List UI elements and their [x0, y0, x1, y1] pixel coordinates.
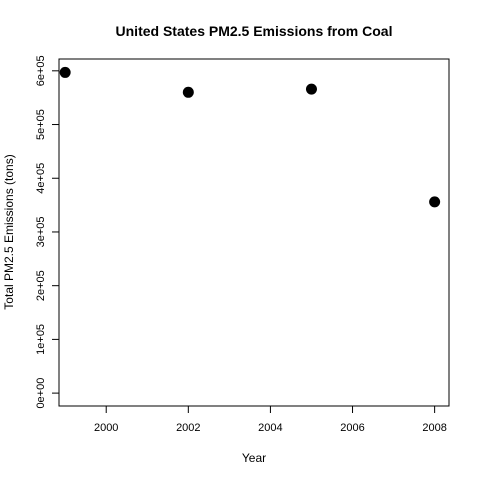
x-tick-label: 2004 [258, 422, 282, 434]
y-tick-label: 2e+05 [35, 270, 47, 301]
x-axis-label: Year [242, 451, 266, 465]
y-tick-label: 1e+05 [35, 324, 47, 355]
y-axis: 0e+00 1e+05 2e+05 3e+05 4e+05 5e+05 6e+05 [35, 55, 59, 409]
x-tick-label: 2008 [422, 422, 446, 434]
plot-frame [58, 58, 450, 407]
y-tick-label: 5e+05 [35, 109, 47, 140]
y-tick-label: 3e+05 [35, 217, 47, 248]
chart-title: United States PM2.5 Emissions from Coal [116, 23, 393, 39]
data-point [429, 196, 441, 208]
data-point [305, 83, 317, 95]
data-points [59, 66, 441, 208]
y-axis-label: Total PM2.5 Emissions (tons) [2, 154, 16, 309]
x-axis: 2000 2002 2004 2006 2008 [94, 406, 447, 434]
y-tick-label: 4e+05 [35, 163, 47, 194]
data-point [182, 86, 194, 98]
x-tick-label: 2000 [94, 422, 118, 434]
data-point [59, 66, 71, 78]
x-tick-label: 2006 [340, 422, 364, 434]
y-tick-label: 6e+05 [35, 55, 47, 86]
x-tick-label: 2002 [176, 422, 200, 434]
y-tick-label: 0e+00 [35, 378, 47, 409]
